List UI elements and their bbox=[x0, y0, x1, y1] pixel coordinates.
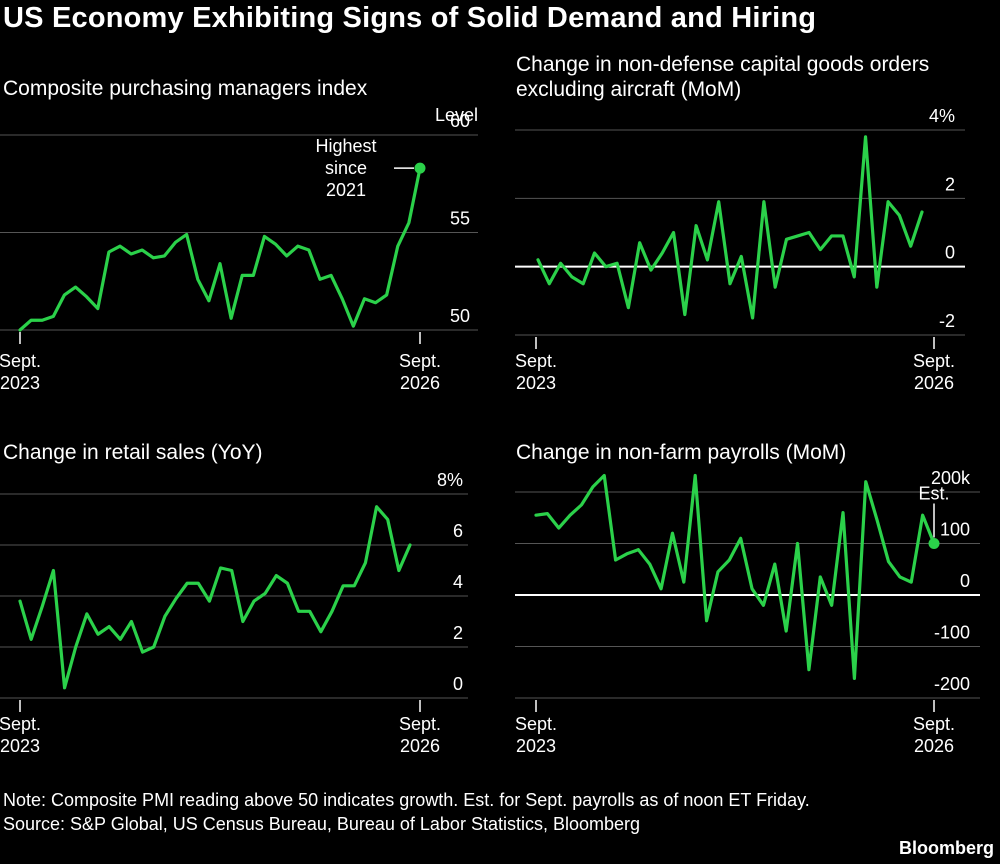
x-tick-label: 2026 bbox=[400, 736, 440, 756]
y-tick-label: 6 bbox=[453, 521, 463, 541]
capital-goods-chart-title: Change in non-defense capital goods orde… bbox=[516, 53, 930, 101]
annotation-text: 2021 bbox=[326, 180, 366, 200]
x-tick-label: Sept. bbox=[399, 351, 441, 371]
y-axis-label: Level bbox=[435, 105, 478, 125]
estimate-point bbox=[928, 538, 940, 549]
y-tick-label: -2 bbox=[939, 311, 955, 331]
y-tick-label: 100 bbox=[940, 520, 970, 540]
y-tick-label: 55 bbox=[450, 209, 470, 229]
x-tick-label: 2026 bbox=[914, 736, 954, 756]
x-tick-label: Sept. bbox=[913, 351, 955, 371]
x-tick-label: 2023 bbox=[0, 373, 40, 393]
series-line bbox=[18, 166, 422, 332]
highlight-point bbox=[414, 162, 426, 174]
footnote: Note: Composite PMI reading above 50 ind… bbox=[3, 788, 810, 836]
note-text: Note: Composite PMI reading above 50 ind… bbox=[3, 790, 810, 810]
y-tick-label: -200 bbox=[934, 674, 970, 694]
series-line bbox=[534, 473, 936, 681]
y-tick-label: 0 bbox=[453, 674, 463, 694]
y-tick-label: -100 bbox=[934, 623, 970, 643]
x-tick-label: 2023 bbox=[516, 736, 556, 756]
x-tick-label: 2023 bbox=[0, 736, 40, 756]
x-tick-label: Sept. bbox=[913, 714, 955, 734]
y-tick-label: 0 bbox=[960, 571, 970, 591]
annotation-text: Est. bbox=[918, 484, 949, 504]
y-tick-label: 4 bbox=[453, 572, 463, 592]
pmi-chart-title: Composite purchasing managers index bbox=[3, 77, 368, 100]
annotation-text: since bbox=[325, 158, 367, 178]
bloomberg-logo: Bloomberg bbox=[898, 838, 994, 858]
y-tick-label: 2 bbox=[945, 174, 955, 194]
y-tick-label: 0 bbox=[945, 243, 955, 263]
x-tick-label: Sept. bbox=[515, 714, 557, 734]
chart-title: US Economy Exhibiting Signs of Solid Dem… bbox=[3, 2, 817, 34]
x-tick-label: 2026 bbox=[400, 373, 440, 393]
y-tick-label: 2 bbox=[453, 623, 463, 643]
series-line bbox=[18, 505, 412, 690]
x-tick-label: Sept. bbox=[399, 714, 441, 734]
y-tick-label: 50 bbox=[450, 306, 470, 326]
y-tick-label: 60 bbox=[450, 111, 470, 131]
series-line bbox=[536, 135, 924, 320]
retail-sales-chart-title: Change in retail sales (YoY) bbox=[3, 441, 263, 464]
x-tick-label: 2026 bbox=[914, 373, 954, 393]
y-tick-label: 8% bbox=[437, 470, 463, 490]
source-text: Source: S&P Global, US Census Bureau, Bu… bbox=[3, 814, 641, 834]
payrolls-chart-title: Change in non-farm payrolls (MoM) bbox=[516, 441, 847, 464]
annotation-text: Highest bbox=[315, 136, 376, 156]
y-tick-label: 4% bbox=[929, 106, 955, 126]
x-tick-label: Sept. bbox=[515, 351, 557, 371]
x-tick-label: 2023 bbox=[516, 373, 556, 393]
x-tick-label: Sept. bbox=[0, 351, 41, 371]
x-tick-label: Sept. bbox=[0, 714, 41, 734]
y-tick-label: 200k bbox=[931, 468, 971, 488]
